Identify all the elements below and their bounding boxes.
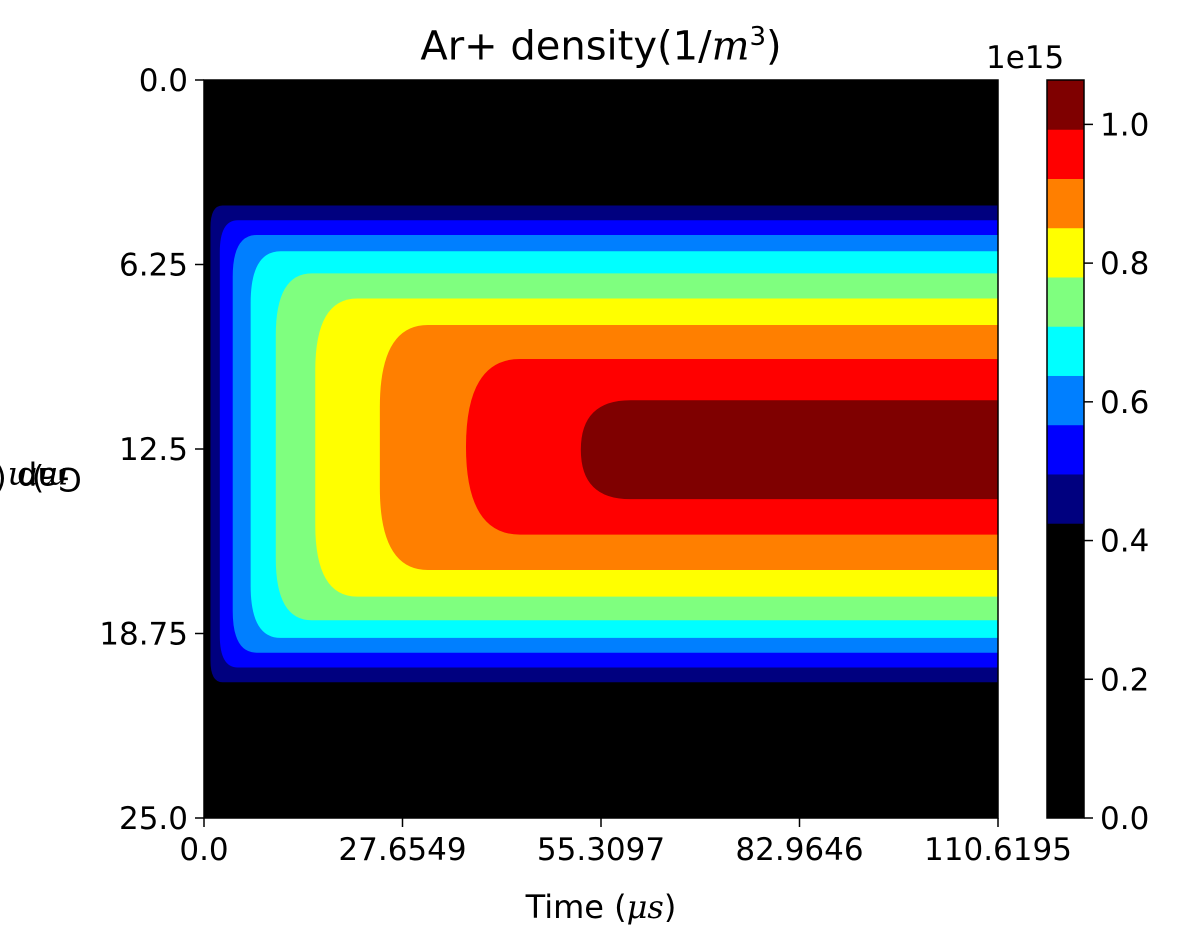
colorbar-segment-2 bbox=[1047, 424, 1084, 475]
contour-band-level-9 bbox=[580, 400, 998, 500]
y-axis-label-suffix: ) bbox=[31, 460, 45, 498]
x-axis-label-prefix: Time ( bbox=[525, 888, 627, 926]
y-tick-label: 18.75 bbox=[99, 617, 188, 653]
colorbar-frame bbox=[1046, 79, 1085, 819]
colorbar-segment-5 bbox=[1047, 276, 1084, 327]
y-tick-label: 25.0 bbox=[119, 801, 188, 837]
x-tick-label: 82.9646 bbox=[735, 832, 863, 868]
colorbar-segment-0 bbox=[1047, 523, 1084, 819]
x-tick-label: 55.3097 bbox=[537, 832, 665, 868]
colorbar-multiplier: 1e15 bbox=[986, 40, 1065, 76]
colorbar-segment-8 bbox=[1047, 129, 1084, 179]
colorbar-tick-label: 0.4 bbox=[1100, 524, 1149, 560]
y-tick-label: 0.0 bbox=[139, 63, 188, 99]
x-tick-label: 27.6549 bbox=[338, 832, 466, 868]
colorbar-tick-label: 0.2 bbox=[1100, 662, 1149, 698]
colorbar-tick-label: 0.0 bbox=[1100, 801, 1149, 837]
colorbar: 0.0 0.2 0.4 0.6 0.8 1.0 bbox=[1046, 79, 1149, 837]
colorbar-segment-7 bbox=[1047, 178, 1084, 229]
colorbar-segment-9 bbox=[1047, 80, 1084, 130]
chart-title-prefix: Ar+ density(1/ bbox=[420, 23, 712, 70]
y-tick-label: 6.25 bbox=[119, 248, 188, 284]
chart-title-suffix: ) bbox=[766, 23, 782, 70]
colorbar-tick-label: 0.6 bbox=[1100, 385, 1149, 421]
x-axis-label-suffix: ) bbox=[663, 888, 677, 926]
colorbar-tick-label: 1.0 bbox=[1100, 107, 1149, 143]
y-axis-label: Gap (mm) bbox=[0, 449, 82, 509]
y-tick-label: 12.5 bbox=[119, 432, 188, 468]
colorbar-segment-4 bbox=[1047, 326, 1084, 376]
x-axis-label-unit: μs bbox=[626, 888, 664, 926]
axes: 0.0 27.6549 55.3097 82.9646 110.6195 0.0 6.25 1… bbox=[99, 63, 1072, 868]
colorbar-tick-label: 0.8 bbox=[1100, 246, 1149, 282]
chart-title-exponent: 3 bbox=[749, 22, 767, 52]
colorbar-segment-1 bbox=[1047, 473, 1084, 524]
chart-title-unit: m bbox=[711, 23, 750, 70]
colorbar-segment-6 bbox=[1047, 227, 1084, 278]
x-axis-label: Time (μs) bbox=[204, 888, 998, 926]
chart-title: Ar+ density(1/m3) bbox=[204, 22, 998, 69]
colorbar-segment-3 bbox=[1047, 375, 1084, 426]
x-tick-label: 110.6195 bbox=[924, 832, 1072, 868]
x-tick-label: 0.0 bbox=[179, 832, 228, 868]
contour-bands bbox=[210, 205, 999, 683]
